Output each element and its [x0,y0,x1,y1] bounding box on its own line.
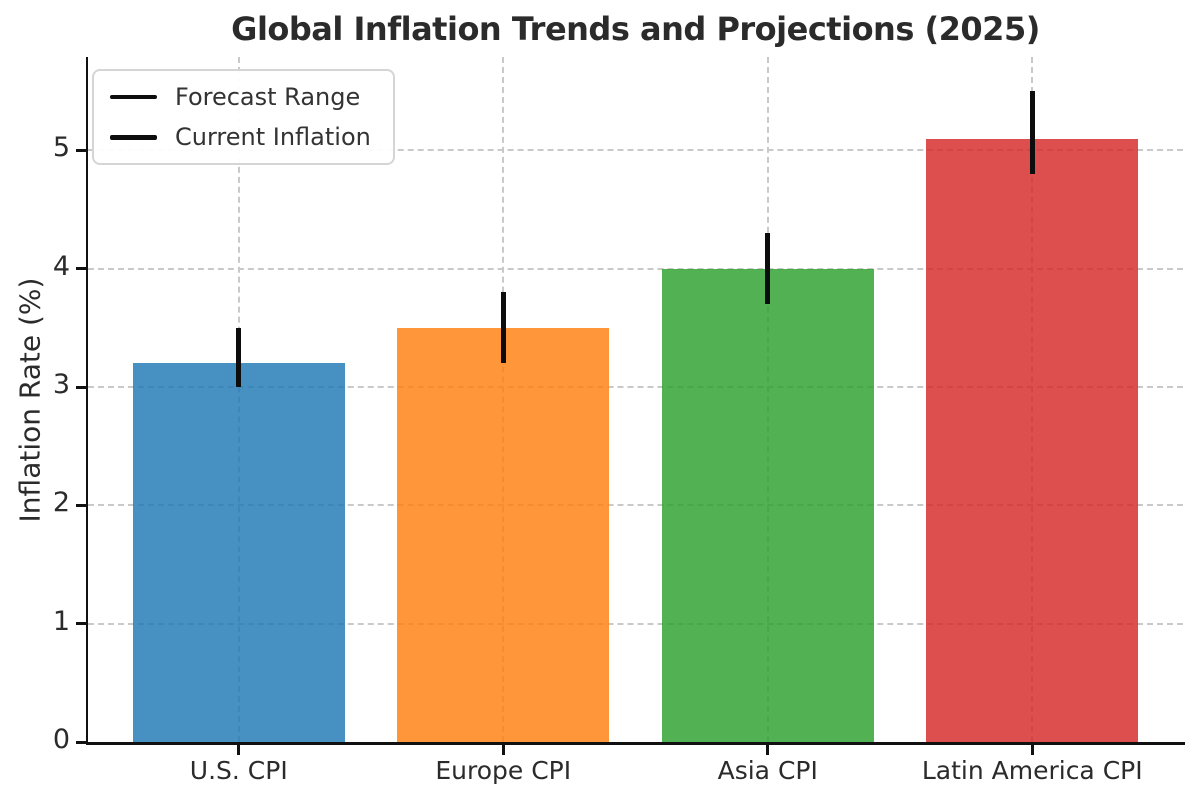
bar-latin-america-cpi [926,138,1139,742]
gridline-horizontal [88,622,1183,625]
forecast-range-line-icon [110,95,157,99]
y-axis-spine [86,57,88,744]
gridline-horizontal [88,267,1183,270]
y-tick-mark [76,267,86,271]
chart-title: Global Inflation Trends and Projections … [231,10,1040,48]
bar-europe-cpi [397,327,610,742]
y-tick-label: 4 [52,250,70,282]
legend: Forecast Range Current Inflation [92,69,395,165]
y-tick-label: 5 [52,132,70,164]
x-tick-label: Asia CPI [717,756,818,785]
x-axis-spine [86,742,1185,745]
legend-item-forecast-range: Forecast Range [110,81,371,113]
forecast-range-errorbar-asia-cpi [765,233,771,305]
x-tick-mark [501,745,505,755]
current-inflation-line-icon [110,134,157,140]
y-tick-label: 3 [52,369,70,401]
y-tick-label: 1 [52,605,70,637]
bar-asia-cpi [661,268,874,742]
forecast-range-errorbar-latin-america-cpi [1029,91,1035,175]
y-tick-label: 2 [52,487,70,519]
y-tick-mark [76,148,86,152]
bar-u-s-cpi [132,363,345,742]
y-tick-mark [76,740,86,744]
plot-area: Forecast Range Current Inflation 0 1 2 3 4 5 U… [53,57,1185,785]
x-tick-mark [237,745,241,755]
legend-item-current-inflation: Current Inflation [110,121,371,153]
forecast-range-errorbar-europe-cpi [500,292,506,364]
gridline-horizontal [88,149,1183,152]
x-tick-mark [1030,745,1034,755]
x-tick-mark [766,745,770,755]
gridline-horizontal [88,504,1183,507]
forecast-range-errorbar-u-s-cpi [236,327,242,388]
y-tick-mark [76,622,86,626]
legend-label: Forecast Range [175,83,361,111]
x-tick-label: Latin America CPI [921,756,1143,785]
y-tick-mark [76,385,86,389]
x-tick-label: Europe CPI [435,756,572,785]
x-tick-label: U.S. CPI [189,756,288,785]
gridline-horizontal [88,386,1183,389]
y-tick-label: 0 [52,724,70,755]
legend-label: Current Inflation [175,123,371,151]
y-tick-mark [76,503,86,507]
